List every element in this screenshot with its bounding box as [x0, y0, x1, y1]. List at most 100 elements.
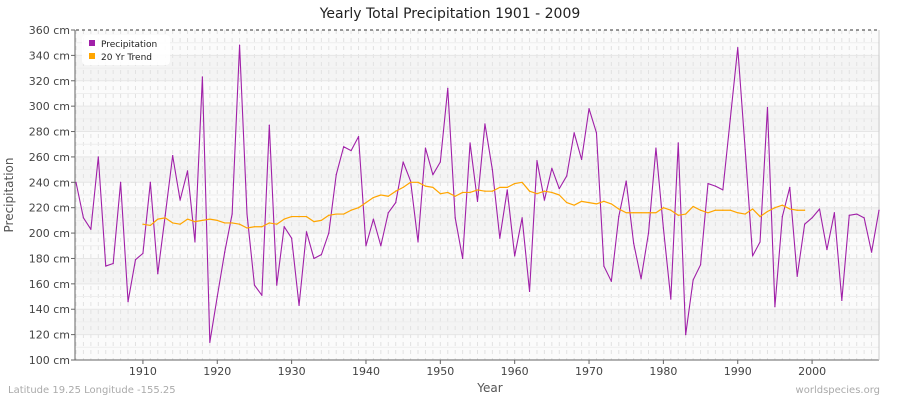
x-tick-label: 1950: [426, 365, 454, 378]
trend-point: [566, 202, 568, 204]
trend-point: [752, 208, 754, 210]
trend-point: [238, 223, 241, 225]
precipitation-point: [714, 185, 717, 187]
trend-point: [789, 208, 791, 210]
trend-point: [298, 215, 300, 218]
trend-point: [781, 204, 783, 206]
trend-line: [142, 181, 805, 229]
trend-point: [514, 182, 516, 185]
y-tick-label: 100 cm: [29, 354, 70, 367]
trend-point: [276, 223, 278, 225]
precipitation-point: [610, 280, 612, 282]
precipitation-point: [201, 76, 203, 78]
trend-point: [685, 213, 687, 215]
precipitation-point: [380, 245, 382, 247]
precipitation-point: [870, 251, 873, 253]
gridlines: [75, 30, 880, 360]
precipitation-point: [291, 237, 293, 239]
trend-point: [417, 181, 419, 183]
precipitation-point: [276, 284, 278, 286]
precipitation-point: [521, 217, 523, 219]
x-tick-label: 1990: [724, 365, 752, 378]
trend-point: [343, 213, 345, 215]
precipitation-point: [82, 217, 85, 219]
trend-point: [536, 193, 538, 195]
precipitation-point: [759, 241, 761, 243]
precipitation-point: [432, 174, 434, 176]
precipitation-point: [499, 237, 501, 239]
trend-point: [320, 219, 322, 221]
precipitation-point: [737, 47, 739, 49]
trend-point: [618, 208, 620, 210]
precipitation-point: [491, 169, 493, 171]
precipitation-point: [172, 155, 174, 157]
precipitation-point: [796, 275, 798, 277]
x-tick-label: 1980: [649, 365, 677, 378]
precipitation-point: [551, 167, 553, 169]
y-tick-label: 200 cm: [29, 227, 70, 240]
trend-point: [365, 202, 367, 204]
precipitation-point: [97, 156, 99, 158]
precipitation-point: [209, 341, 211, 343]
trend-point: [573, 204, 575, 206]
trend-point: [395, 190, 397, 192]
trend-point: [313, 221, 315, 223]
trend-point: [796, 209, 798, 211]
trend-point: [409, 181, 412, 183]
precipitation-point: [253, 284, 256, 286]
precipitation-point: [224, 251, 226, 253]
precipitation-point: [439, 161, 441, 163]
precipitation-point: [856, 213, 858, 215]
precipitation-point: [528, 290, 531, 293]
y-tick-label: 120 cm: [29, 329, 70, 342]
trend-point: [551, 191, 553, 194]
trend-point: [722, 209, 724, 211]
precipitation-point: [752, 255, 754, 257]
precipitation-point: [194, 241, 196, 243]
precipitation-point: [305, 231, 308, 233]
trend-point: [164, 217, 166, 219]
trend-point: [142, 223, 144, 225]
trend-point: [692, 205, 694, 208]
precipitation-point: [655, 147, 657, 149]
trend-point: [759, 215, 761, 218]
trend-point: [172, 222, 174, 224]
precipitation-point: [729, 118, 731, 120]
precipitation-point: [357, 136, 360, 138]
trend-point: [157, 218, 159, 220]
precipitation-point: [566, 175, 568, 177]
precipitation-point: [335, 174, 337, 176]
y-tick-label: 300 cm: [29, 100, 70, 113]
precipitation-point: [164, 214, 166, 216]
legend-label-precipitation: Precipitation: [101, 40, 157, 50]
trend-point: [432, 186, 434, 188]
trend-point: [670, 209, 672, 211]
precipitation-point: [484, 123, 486, 125]
precipitation-point: [833, 212, 835, 214]
precipitation-point: [424, 147, 427, 149]
precipitation-point: [387, 212, 389, 214]
trend-point: [662, 207, 664, 209]
precipitation-point: [766, 106, 769, 109]
precipitation-point: [75, 181, 77, 183]
precipitation-point: [476, 200, 479, 202]
trend-point: [521, 181, 523, 183]
trend-point: [439, 193, 441, 195]
precipitation-point: [603, 265, 605, 267]
precipitation-point: [670, 298, 672, 300]
precipitation-point: [818, 208, 821, 210]
precipitation-point: [462, 257, 464, 260]
precipitation-point: [841, 299, 843, 301]
footer-site: worldspecies.org: [795, 385, 880, 396]
precipitation-point: [157, 273, 159, 275]
trend-point: [231, 222, 233, 224]
trend-point: [283, 218, 285, 220]
trend-point: [253, 226, 256, 228]
legend-label-trend: 20 Yr Trend: [101, 53, 152, 63]
y-ticks: 100 cm 120 cm 140 cm 160 cm 180 cm 200 cm 220 …: [29, 24, 75, 367]
y-tick-label: 320 cm: [29, 75, 70, 88]
precipitation-point: [365, 245, 367, 247]
precipitation-point: [402, 161, 404, 163]
trend-point: [491, 190, 493, 192]
